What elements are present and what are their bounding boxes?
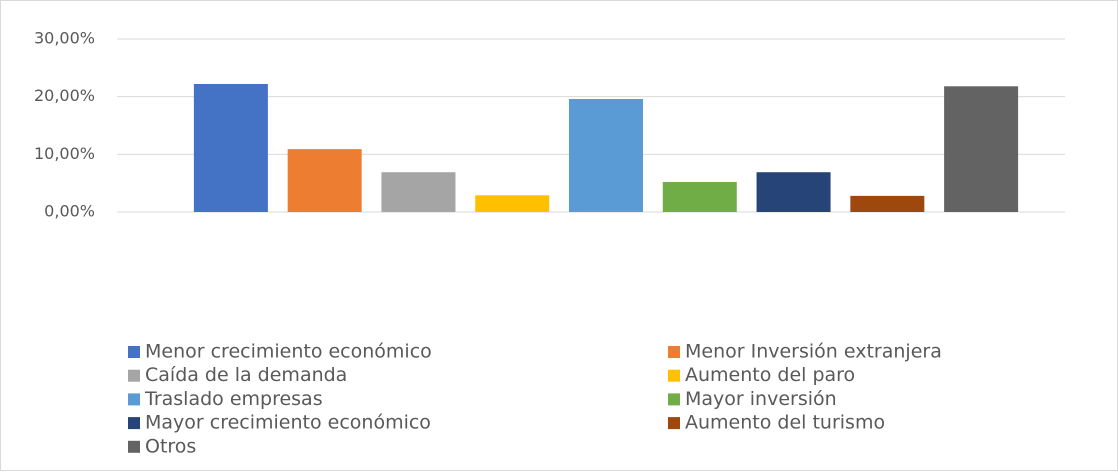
- bar: [287, 149, 362, 212]
- legend-swatch: [128, 393, 140, 406]
- legend-swatch: [668, 346, 680, 358]
- legend-swatch: [668, 393, 680, 406]
- y-tick-label: 0,00%: [44, 202, 95, 221]
- legend-label: Menor crecimiento económico: [145, 341, 432, 363]
- bar: [475, 195, 550, 212]
- legend-label: Traslado empresas: [144, 388, 323, 410]
- legend-swatch: [668, 417, 680, 430]
- legend-label: Caída de la demanda: [145, 364, 347, 386]
- bar: [756, 172, 831, 212]
- legend-swatch: [128, 440, 140, 453]
- legend-swatch: [128, 369, 140, 382]
- bar: [381, 172, 456, 212]
- y-tick-label: 10,00%: [34, 144, 95, 163]
- legend-label: Menor Inversión extranjera: [685, 341, 942, 363]
- legend-label: Mayor inversión: [685, 388, 837, 410]
- bar: [662, 182, 737, 212]
- legend-label: Otros: [145, 435, 196, 457]
- bar: [850, 195, 925, 212]
- bar: [569, 98, 643, 212]
- legend-swatch: [128, 346, 140, 358]
- legend-label: Aumento del turismo: [685, 412, 885, 434]
- legend-swatch: [128, 417, 140, 430]
- legend-swatch: [668, 369, 680, 382]
- bar: [944, 86, 1019, 212]
- legend-label: Aumento del paro: [685, 364, 855, 386]
- legend-label: Mayor crecimiento económico: [145, 412, 431, 434]
- y-tick-label: 20,00%: [34, 86, 95, 105]
- y-tick-label: 30,00%: [34, 29, 95, 48]
- bar: [193, 83, 268, 212]
